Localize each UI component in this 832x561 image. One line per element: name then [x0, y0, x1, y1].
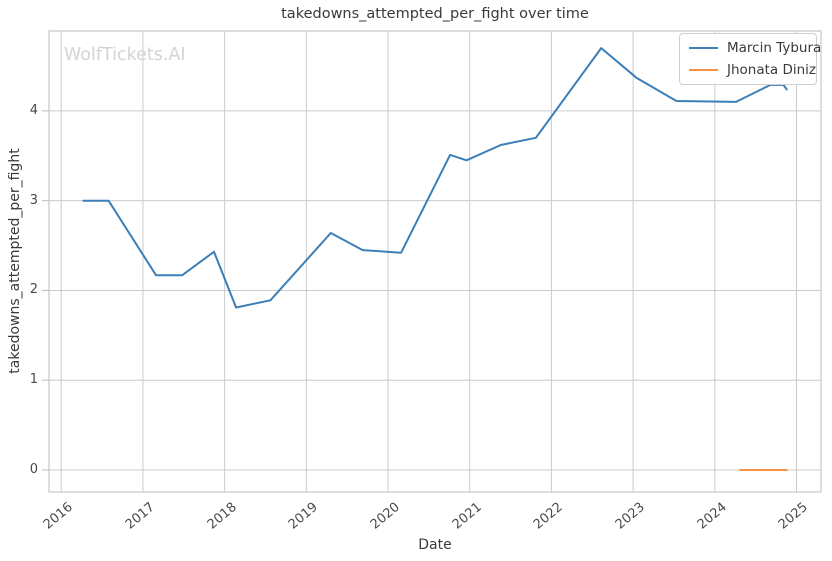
plot-border — [48, 30, 822, 493]
ytick-label-3: 3 — [29, 192, 38, 208]
legend-label: Jhonata Diniz — [727, 62, 817, 78]
ytick-label-0: 0 — [29, 462, 38, 477]
chart-title: takedowns_attempted_per_fight over time — [281, 6, 589, 22]
legend-item-jhonata-diniz: Jhonata Diniz — [689, 61, 816, 79]
legend: Marcin Tybura Jhonata Diniz — [679, 33, 821, 85]
legend-item-marcin-tybura: Marcin Tybura — [689, 39, 821, 57]
legend-line-icon — [689, 47, 718, 49]
y-axis-label: takedowns_attempted_per_fight — [7, 148, 23, 374]
legend-line-icon — [689, 69, 718, 71]
series-line-marcin-tybura — [82, 47, 788, 309]
x-axis-label: Date — [418, 537, 452, 553]
legend-label: Marcin Tybura — [727, 40, 822, 56]
ytick-label-2: 2 — [29, 282, 38, 298]
watermark: WolfTickets.AI — [64, 45, 186, 65]
ytick-label-1: 1 — [29, 372, 38, 388]
ytick-label-4: 4 — [29, 102, 38, 118]
